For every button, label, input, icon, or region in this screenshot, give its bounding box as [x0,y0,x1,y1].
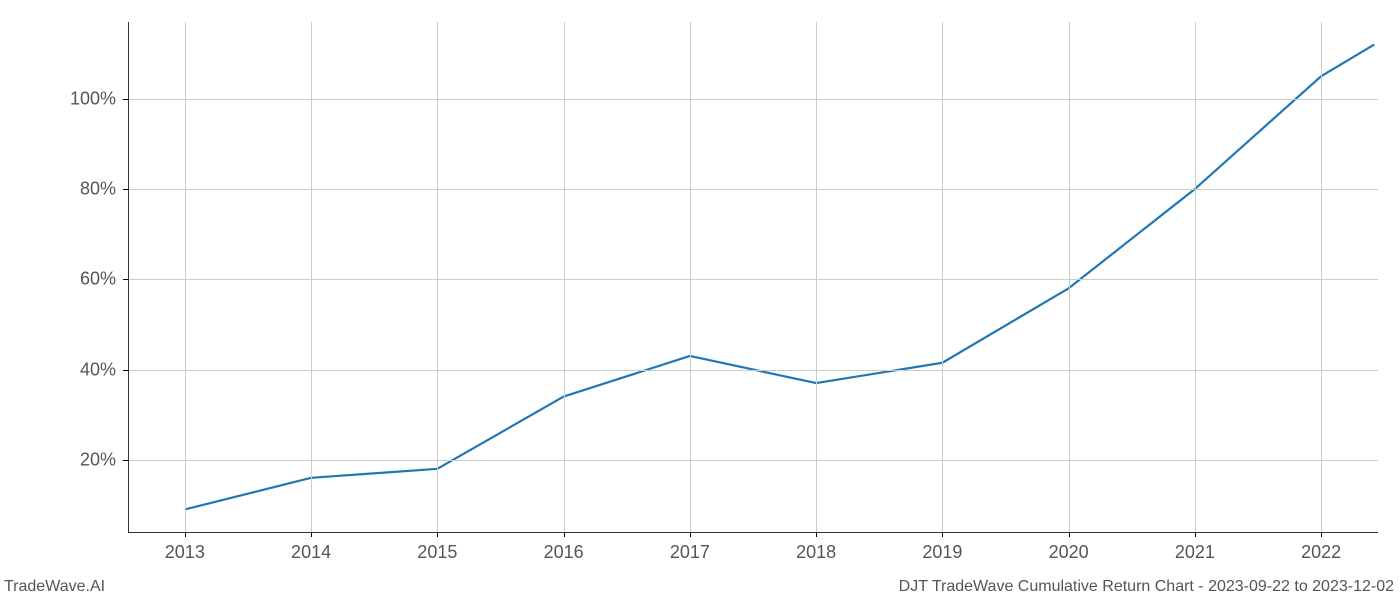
y-tick-label: 60% [80,269,116,290]
plot-area: 20%40%60%80%100%201320142015201620172018… [128,22,1378,532]
grid-line-h [128,99,1378,100]
grid-line-v [690,22,691,532]
x-tick-label: 2019 [922,542,962,563]
grid-line-v [1195,22,1196,532]
footer-right-text: DJT TradeWave Cumulative Return Chart - … [899,578,1394,596]
x-tick-label: 2017 [670,542,710,563]
x-tick-label: 2014 [291,542,331,563]
footer-left-text: TradeWave.AI [4,578,105,596]
y-tick-label: 20% [80,449,116,470]
grid-line-v [942,22,943,532]
x-tick-label: 2016 [544,542,584,563]
grid-line-h [128,279,1378,280]
grid-line-v [1069,22,1070,532]
x-tick-label: 2018 [796,542,836,563]
grid-line-v [185,22,186,532]
line-chart: 20% 40% 60% 80% 100% 2013 2014 2015 2016 2017 2018… [0,0,1400,600]
x-tick-label: 2021 [1175,542,1215,563]
grid-line-v [311,22,312,532]
y-axis-spine [128,22,129,532]
grid-line-h [128,370,1378,371]
grid-line-v [437,22,438,532]
x-tick-label: 2020 [1049,542,1089,563]
x-tick-label: 2015 [417,542,457,563]
grid-line-h [128,460,1378,461]
grid-line-v [816,22,817,532]
grid-line-h [128,189,1378,190]
grid-line-v [564,22,565,532]
x-tick-label: 2022 [1301,542,1341,563]
x-axis-spine [128,532,1378,533]
x-tick-label: 2013 [165,542,205,563]
y-tick-label: 80% [80,178,116,199]
y-tick-label: 40% [80,359,116,380]
grid-line-v [1321,22,1322,532]
y-tick-label: 100% [70,88,116,109]
